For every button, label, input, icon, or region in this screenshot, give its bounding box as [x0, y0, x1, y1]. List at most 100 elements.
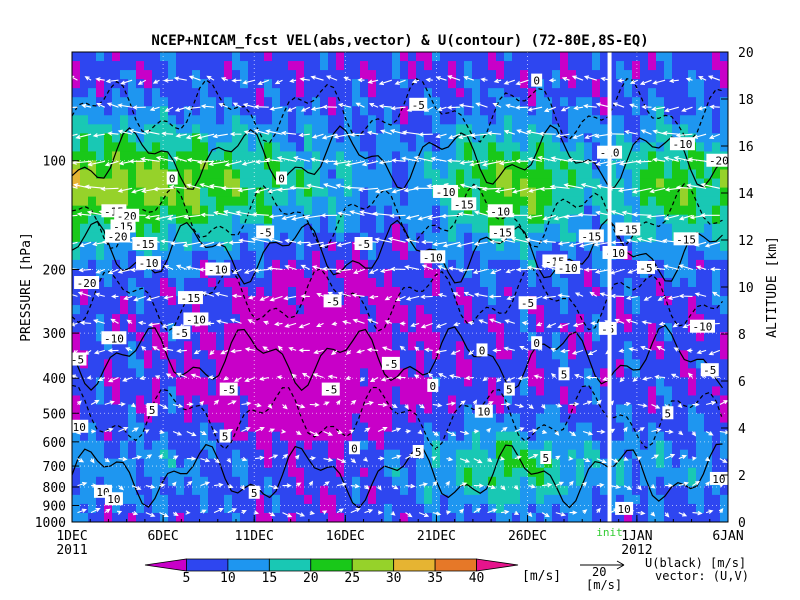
speed-cell: [368, 431, 377, 442]
speed-cell: [152, 178, 161, 189]
speed-cell: [712, 287, 721, 297]
wind-vector: [432, 241, 447, 247]
speed-cell: [352, 341, 361, 351]
speed-cell: [408, 512, 417, 522]
speed-cell: [176, 79, 185, 89]
speed-cell: [584, 259, 593, 270]
speed-cell: [648, 151, 657, 162]
speed-cell: [168, 61, 177, 71]
speed-cell: [392, 467, 401, 478]
speed-cell: [192, 395, 201, 406]
speed-cell: [376, 458, 385, 469]
speed-cell: [480, 259, 489, 270]
speed-cell: [112, 79, 121, 89]
speed-cell: [208, 232, 217, 243]
speed-cell: [208, 323, 217, 333]
speed-cell: [320, 232, 329, 243]
speed-cell: [320, 259, 329, 270]
speed-cell: [608, 476, 617, 487]
speed-cell: [552, 386, 561, 397]
speed-cell: [280, 305, 289, 315]
speed-cell: [136, 440, 145, 451]
speed-cell: [512, 142, 521, 153]
speed-cell: [472, 512, 481, 522]
speed-cell: [560, 377, 569, 388]
speed-cell: [472, 133, 481, 143]
speed-cell: [424, 196, 433, 207]
speed-cell: [488, 359, 497, 369]
speed-cell: [296, 512, 305, 522]
speed-cell: [576, 160, 585, 171]
speed-cell: [200, 259, 209, 270]
speed-cell: [112, 97, 121, 107]
speed-cell: [544, 341, 553, 351]
speed-cell: [224, 214, 233, 225]
speed-cell: [488, 296, 497, 306]
speed-cell: [568, 413, 577, 424]
wind-vector: [90, 399, 100, 405]
speed-cell: [720, 250, 728, 261]
speed-cell: [504, 413, 513, 424]
speed-cell: [336, 485, 345, 496]
speed-cell: [72, 494, 81, 505]
speed-cell: [592, 70, 601, 80]
speed-cell: [440, 413, 449, 424]
speed-cell: [616, 124, 625, 134]
speed-cell: [720, 404, 728, 415]
speed-cell: [488, 485, 497, 496]
speed-cell: [504, 142, 513, 153]
speed-cell: [328, 97, 337, 107]
speed-cell: [296, 106, 305, 116]
speed-cell: [272, 88, 281, 98]
speed-cell: [400, 142, 409, 153]
speed-cell: [304, 440, 313, 451]
speed-cell: [504, 377, 513, 388]
speed-cell: [544, 485, 553, 496]
speed-cell: [344, 250, 353, 261]
speed-cell: [88, 241, 97, 252]
speed-cell: [440, 476, 449, 487]
speed-cell: [656, 250, 665, 261]
speed-cell: [672, 494, 681, 505]
speed-cell: [112, 485, 121, 496]
speed-cell: [232, 97, 241, 107]
speed-cell: [240, 359, 249, 369]
speed-cell: [264, 512, 273, 522]
speed-cell: [272, 287, 281, 297]
speed-cell: [696, 277, 705, 288]
speed-cell: [232, 413, 241, 424]
speed-cell: [360, 377, 369, 388]
speed-cell: [176, 70, 185, 80]
speed-cell: [720, 422, 728, 433]
speed-cell: [320, 440, 329, 451]
speed-cell: [152, 458, 161, 469]
speed-cell: [616, 431, 625, 442]
speed-cell: [152, 223, 161, 234]
wind-vector: [405, 214, 420, 220]
speed-cell: [96, 223, 105, 234]
speed-cell: [256, 332, 265, 342]
speed-cell: [720, 61, 728, 71]
speed-cell: [712, 503, 721, 514]
speed-cell: [232, 449, 241, 460]
wind-vector: [463, 75, 474, 81]
speed-cell: [136, 160, 145, 171]
speed-cell: [304, 52, 313, 62]
wind-vector: [378, 79, 392, 86]
speed-cell: [256, 476, 265, 487]
speed-cell: [320, 277, 329, 288]
speed-cell: [376, 503, 385, 514]
speed-cell: [576, 70, 585, 80]
speed-cell: [552, 503, 561, 514]
speed-cell: [128, 178, 137, 189]
speed-cell: [680, 214, 689, 225]
speed-cell: [208, 79, 217, 89]
speed-cell: [144, 169, 153, 180]
wind-vector: [542, 214, 556, 221]
speed-cell: [424, 214, 433, 225]
speed-cell: [320, 88, 329, 98]
speed-cell: [496, 323, 505, 333]
wind-vector: [276, 375, 283, 380]
speed-cell: [96, 341, 105, 351]
speed-cell: [256, 70, 265, 80]
